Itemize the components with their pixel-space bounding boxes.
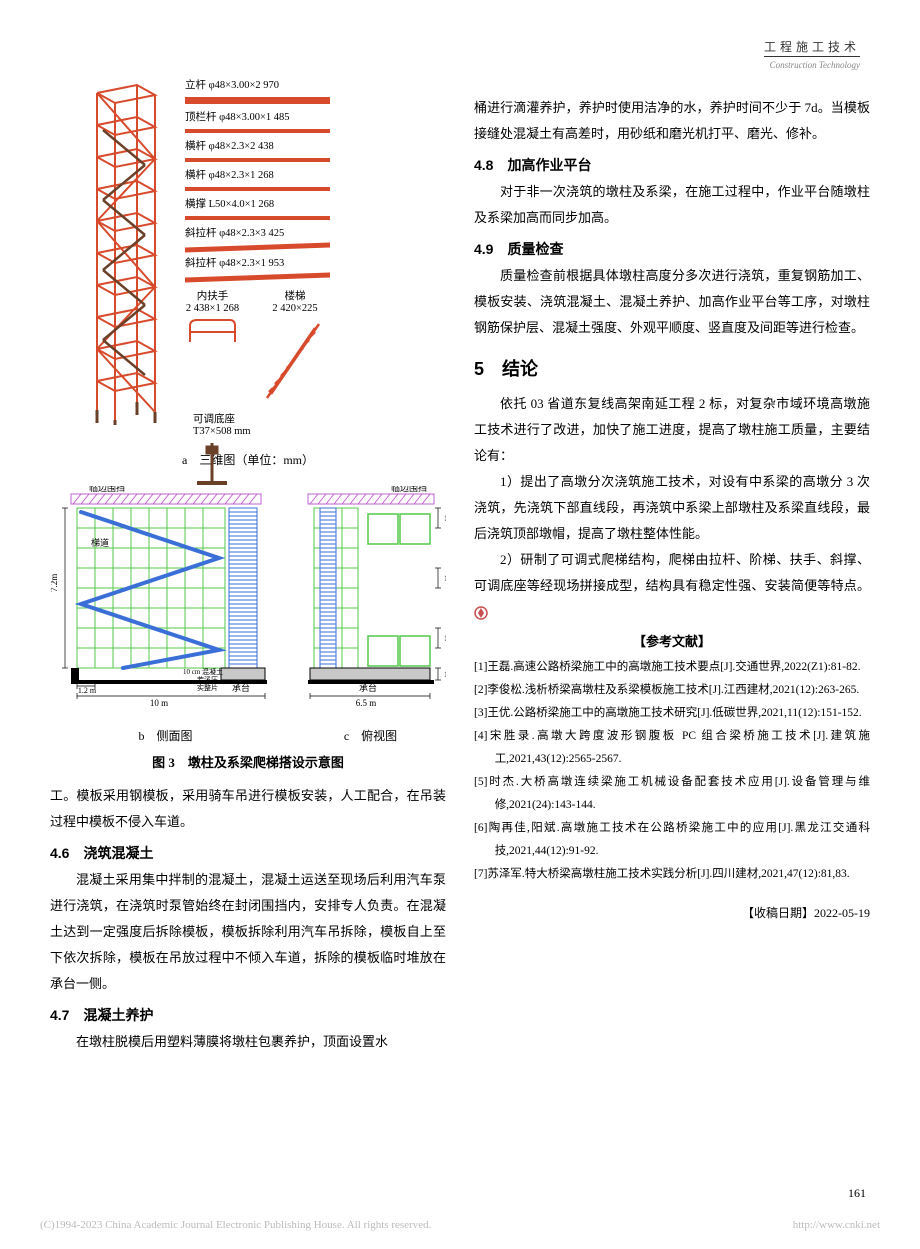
stairway-label: 梯道 <box>91 537 109 548</box>
bar-icon <box>185 187 330 191</box>
figure-3d: 立杆 φ48×3.00×2 970 顶栏杆 φ48×3.00×1 485 横杆 … <box>85 75 380 445</box>
para-49: 质量检查前根据具体墩柱高度分多次进行浇筑，重复钢筋加工、模板安装、浇筑混凝土、混… <box>474 263 870 341</box>
dim-w10: 10 m <box>149 698 167 708</box>
h-5: 5 结论 <box>474 355 870 381</box>
ref-1: [1]王磊.高速公路桥梁施工中的高墩施工技术要点[J].交通世界,2022(Z1… <box>474 656 870 679</box>
note1: 10 cm 混凝土 <box>183 667 223 676</box>
journal-header: 工程施工技术 Construction Technology <box>764 38 860 73</box>
fence-l: 临边围挡 <box>89 486 125 493</box>
ref-5: [5]时杰.大桥高墩连续梁施工机械设备配套技术应用[J].设备管理与维修,202… <box>474 771 870 817</box>
ref-6: [6]陶再佳,阳斌.高墩施工技术在公路桥梁施工中的应用[J].黑龙江交通科技,2… <box>474 817 870 863</box>
dim12-1: 1.2 m <box>77 686 96 695</box>
para-5c: 2）研制了可调式爬梯结构，爬梯由拉杆、阶梯、扶手、斜撑、可调底座等经现场拼接成型… <box>474 547 870 625</box>
cap-b: 承台 <box>231 682 249 693</box>
fence-r: 临边围挡 <box>391 486 427 493</box>
dim12-4: 1.2 m <box>444 634 446 643</box>
h-47: 4.7 混凝土养护 <box>50 1005 446 1025</box>
bar-icon <box>185 216 330 220</box>
journal-cn: 工程施工技术 <box>764 38 860 56</box>
tower-3d-drawing <box>85 75 180 425</box>
dim-height: 7.2m <box>51 574 59 592</box>
lbl-3: 横杆 φ48×2.3×1 268 <box>185 167 380 182</box>
journal-en: Construction Technology <box>764 56 860 73</box>
lbl-1: 顶栏杆 φ48×3.00×1 485 <box>185 109 380 124</box>
footer-left: (C)1994-2023 China Academic Journal Elec… <box>40 1219 431 1231</box>
para-46: 混凝土采用集中拌制的混凝土，混凝土运送至现场后利用汽车泵进行浇筑，在浇筑时泵管始… <box>50 867 446 997</box>
handrail-icon <box>185 314 240 346</box>
elevation-c: 1.2 m 1.2 m 1.2 m 1.2 m 6.5 m 承台 临边围挡 c … <box>296 486 446 744</box>
ref-3: [3]王优.公路桥梁施工中的高墩施工技术研究[J].低碳世界,2021,11(1… <box>474 702 870 725</box>
h-48: 4.8 加高作业平台 <box>474 155 870 175</box>
base-icon <box>193 441 231 486</box>
left-column: 立杆 φ48×3.00×2 970 顶栏杆 φ48×3.00×1 485 横杆 … <box>50 40 446 1055</box>
para-cont: 工。模板采用钢模板，采用骑车吊进行模板安装，人工配合，在吊装过程中模板不侵入车道… <box>50 783 446 835</box>
figure3-title: 图 3 墩柱及系梁爬梯搭设示意图 <box>50 752 446 771</box>
bar-icon <box>185 272 330 282</box>
note2: 若溪压 <box>197 675 218 684</box>
note3: 实整片 <box>197 683 218 692</box>
h-49: 4.9 质量检查 <box>474 239 870 259</box>
para-48: 对于非一次浇筑的墩柱及系梁，在施工过程中，作业平台随墩柱及系梁加高而同步加高。 <box>474 179 870 231</box>
dim12-5: 1.2 m <box>444 670 446 679</box>
lbl-4: 横撑 L50×4.0×1 268 <box>185 196 380 211</box>
received-date: 【收稿日期】2022-05-19 <box>474 904 870 921</box>
base-item: 可调底座 T37×508 mm <box>193 411 380 489</box>
footer: (C)1994-2023 China Academic Journal Elec… <box>40 1219 880 1231</box>
end-mark-icon <box>474 606 488 620</box>
caption-c: c 俯视图 <box>296 727 446 744</box>
cap-c: 承台 <box>358 682 376 693</box>
labels-3d: 立杆 φ48×3.00×2 970 顶栏杆 φ48×3.00×1 485 横杆 … <box>185 77 380 489</box>
bar-icon <box>185 242 330 252</box>
handrail-item: 内扶手 2 438×1 268 <box>185 288 240 349</box>
ref-2: [2]李俊松.浅析桥梁高墩柱及系梁模板施工技术[J].江西建材,2021(12)… <box>474 679 870 702</box>
dim12-2: 1.2 m <box>444 514 446 523</box>
dim-w65: 6.5 m <box>355 698 376 708</box>
caption-b: b 侧面图 <box>51 727 281 744</box>
bar-icon <box>185 129 330 133</box>
references-title: 【参考文献】 <box>474 631 870 650</box>
ref-7: [7]苏泽军.特大桥梁高墩柱施工技术实践分析[J].四川建材,2021,47(1… <box>474 863 870 886</box>
footer-right: http://www.cnki.net <box>793 1219 880 1231</box>
right-column: 桶进行滴灌养护，养护时使用洁净的水，养护时间不少于 7d。当模板接缝处混凝土有高… <box>474 40 870 1055</box>
stairs-icon <box>265 318 325 400</box>
h-46: 4.6 浇筑混凝土 <box>50 843 446 863</box>
stairs-item: 楼梯 2 420×225 <box>265 288 325 403</box>
page-number: 161 <box>848 1186 866 1201</box>
bar-icon <box>185 158 330 162</box>
lbl-6: 斜拉杆 φ48×2.3×1 953 <box>185 255 380 270</box>
ref-4: [4]宋胜录.高墩大跨度波形钢腹板 PC 组合梁桥施工技术[J].建筑施工,20… <box>474 725 870 771</box>
dim12-3: 1.2 m <box>444 574 446 583</box>
lbl-2: 横杆 φ48×2.3×2 438 <box>185 138 380 153</box>
bar-icon <box>185 97 330 104</box>
para-47b: 桶进行滴灌养护，养护时使用洁净的水，养护时间不少于 7d。当模板接缝处混凝土有高… <box>474 95 870 147</box>
lbl-5: 斜拉杆 φ48×2.3×3 425 <box>185 225 380 240</box>
two-column-layout: 立杆 φ48×3.00×2 970 顶栏杆 φ48×3.00×1 485 横杆 … <box>50 40 870 1055</box>
para-47: 在墩柱脱模后用塑料薄膜将墩柱包裹养护，顶面设置水 <box>50 1029 446 1055</box>
elevations: 7.2m 10 m 1.2 m 承台 临边围挡 梯道 10 cm 混凝土 若溪压… <box>50 486 446 744</box>
para-5b: 1）提出了高墩分次浇筑施工技术，对设有中系梁的高墩分 3 次浇筑，先浇筑下部直线… <box>474 469 870 547</box>
elevation-b: 7.2m 10 m 1.2 m 承台 临边围挡 梯道 10 cm 混凝土 若溪压… <box>51 486 281 744</box>
para-5a: 依托 03 省道东复线高架南延工程 2 标，对复杂市域环境高墩施工技术进行了改进… <box>474 391 870 469</box>
lbl-0: 立杆 φ48×3.00×2 970 <box>185 77 380 92</box>
